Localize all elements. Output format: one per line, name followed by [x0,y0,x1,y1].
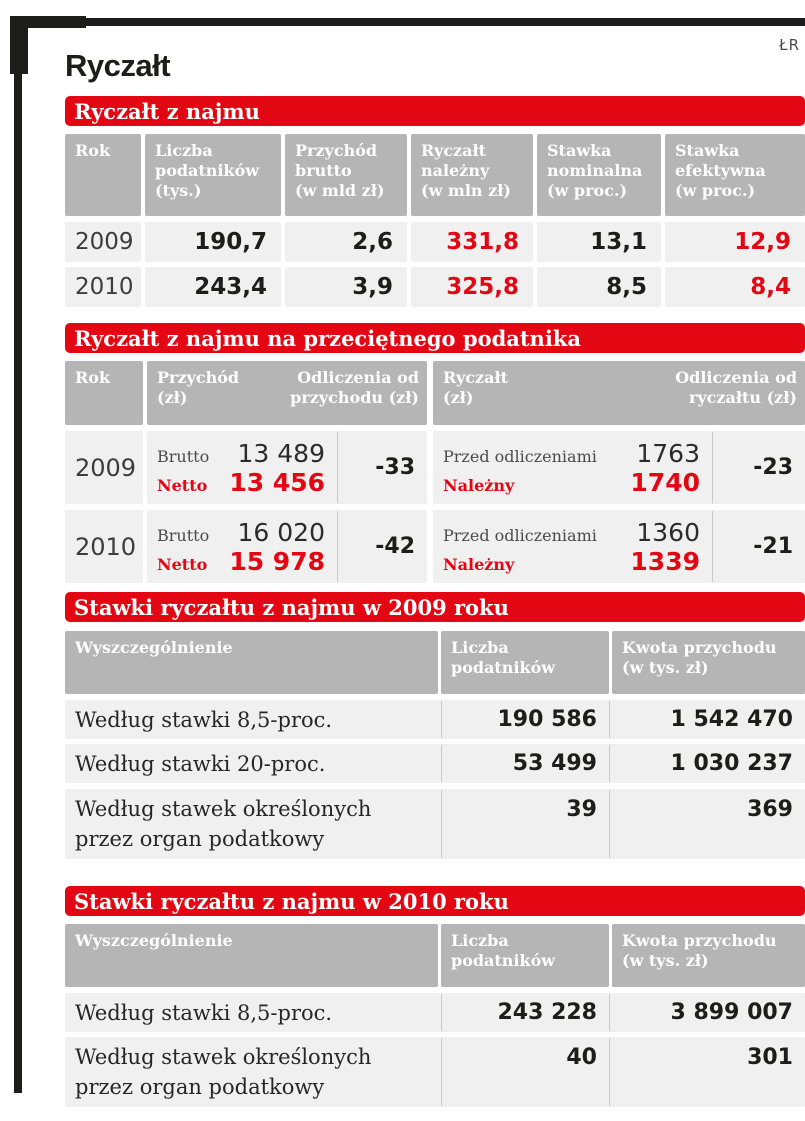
table-row: Według stawek określonych przez organ po… [65,1037,805,1107]
cell-odliczenia-ryczaltu: -23 [712,431,805,504]
table-row: 2010 243,4 3,9 325,8 8,5 8,4 [65,267,805,307]
cell-value: 325,8 [411,267,533,307]
label-netto: Netto [157,476,208,495]
frame-corner-vertical [10,16,28,74]
cell-value: 3,9 [285,267,407,307]
section2-banner: Ryczałt z najmu na przeciętnego podatnik… [65,323,805,353]
column-header-group: Ryczałt (zł) Odliczenia od ryczałtu (zł) [433,361,805,425]
cell-value: 2,6 [285,222,407,262]
label-przed-odliczeniami: Przed odliczeniami [443,526,597,545]
cell-value: 190,7 [145,222,281,262]
cell-value: 53 499 [441,744,609,783]
value-brutto: 16 020 [237,518,325,547]
column-header: Ryczałt (zł) [443,368,509,407]
cell-value: 12,9 [665,222,805,262]
section3-banner: Stawki ryczałtu z najmu w 2009 roku [65,592,805,622]
column-header: Liczba podatników (tys.) [145,134,281,216]
cell-year: 2010 [65,510,143,583]
section4-table-header: Wyszczególnienie Liczba podatników Kwota… [65,924,805,987]
label-przed-odliczeniami: Przed odliczeniami [443,447,597,466]
table-row: Według stawki 8,5-proc. 243 228 3 899 00… [65,993,805,1032]
column-header-group: Przychód (zł) Odliczenia od przychodu (z… [147,361,427,425]
cell-label: Według stawki 8,5-proc. [65,993,441,1032]
cell-year: 2010 [65,267,141,307]
value-nalezny: 1339 [630,547,700,576]
cell-value: 8,5 [537,267,661,307]
value-przed-odliczeniami: 1360 [636,518,700,547]
column-header: Odliczenia od przychodu (zł) [290,368,419,407]
value-netto: 15 978 [229,547,325,576]
cell-odliczenia-przychodu: -42 [337,510,427,583]
table-row: Według stawki 8,5-proc. 190 586 1 542 47… [65,700,805,739]
cell-value: 243 228 [441,993,609,1032]
column-header: Stawka efektywna (w proc.) [665,134,805,216]
cell-year: 2009 [65,222,141,262]
table-row: 2009 Brutto 13 489 Netto 13 456 -33 Przed … [65,431,805,504]
cell-value: 40 [441,1037,609,1107]
value-przed-odliczeniami: 1763 [636,439,700,468]
column-header: Przychód (zł) [157,368,240,407]
column-header: Kwota przychodu (w tys. zł) [612,631,805,694]
page-title: Ryczałt [65,48,171,83]
cell-value: 1 542 470 [609,700,805,739]
cell-value: 301 [609,1037,805,1107]
cell-value: 190 586 [441,700,609,739]
column-header: Odliczenia od ryczałtu (zł) [675,368,797,407]
table-row: Według stawki 20-proc. 53 499 1 030 237 [65,744,805,783]
column-header: Liczba podatników [441,631,609,694]
cell-value: 39 [441,789,609,859]
section1-banner: Ryczałt z najmu [65,96,805,126]
cell-value: 243,4 [145,267,281,307]
value-netto: 13 456 [229,468,325,497]
column-header: Kwota przychodu (w tys. zł) [612,924,805,987]
column-header: Stawka nominalna (w proc.) [537,134,661,216]
label-nalezny: Należny [443,476,515,495]
label-brutto: Brutto [157,526,210,545]
table-row: 2009 190,7 2,6 331,8 13,1 12,9 [65,222,805,262]
cell-przychod: Brutto 16 020 Netto 15 978 [147,510,337,583]
label-brutto: Brutto [157,447,210,466]
label-nalezny: Należny [443,555,515,574]
section3-table-header: Wyszczególnienie Liczba podatników Kwota… [65,631,805,694]
cell-ryczalt: Przed odliczeniami 1763 Należny 1740 [433,431,712,504]
cell-label: Według stawek określonych przez organ po… [65,1037,441,1107]
cell-value: 1 030 237 [609,744,805,783]
column-header: Liczba podatników [441,924,609,987]
cell-year: 2009 [65,431,143,504]
cell-value: 369 [609,789,805,859]
label-netto: Netto [157,555,208,574]
value-brutto: 13 489 [237,439,325,468]
column-header: Rok [65,134,141,216]
left-rule [14,74,22,1093]
cell-odliczenia-ryczaltu: -21 [712,510,805,583]
table-row: Według stawek określonych przez organ po… [65,789,805,859]
section2-table-header: Rok Przychód (zł) Odliczenia od przychod… [65,361,805,425]
cell-ryczalt: Przed odliczeniami 1360 Należny 1339 [433,510,712,583]
section1-table-header: Rok Liczba podatników (tys.) Przychód br… [65,134,805,216]
column-header: Rok [65,361,143,425]
cell-value: 8,4 [665,267,805,307]
top-rule [10,18,805,26]
column-header: Ryczałt należny (w mln zł) [411,134,533,216]
cell-label: Według stawki 8,5-proc. [65,700,441,739]
infographic: Ryczałt Ryczałt z najmu Rok Liczba podat… [65,38,805,1107]
column-header: Przychód brutto (w mld zł) [285,134,407,216]
cell-odliczenia-przychodu: -33 [337,431,427,504]
frame-corner-horizontal [10,16,86,28]
column-header: Wyszczególnienie [65,924,438,987]
table-row: 2010 Brutto 16 020 Netto 15 978 -42 Przed … [65,510,805,583]
cell-value: 13,1 [537,222,661,262]
cell-value: 331,8 [411,222,533,262]
cell-value: 3 899 007 [609,993,805,1032]
author-credit: ŁR [779,36,800,54]
cell-label: Według stawki 20-proc. [65,744,441,783]
section4-banner: Stawki ryczałtu z najmu w 2010 roku [65,886,805,916]
cell-label: Według stawek określonych przez organ po… [65,789,441,859]
cell-przychod: Brutto 13 489 Netto 13 456 [147,431,337,504]
column-header: Wyszczególnienie [65,631,438,694]
value-nalezny: 1740 [630,468,700,497]
